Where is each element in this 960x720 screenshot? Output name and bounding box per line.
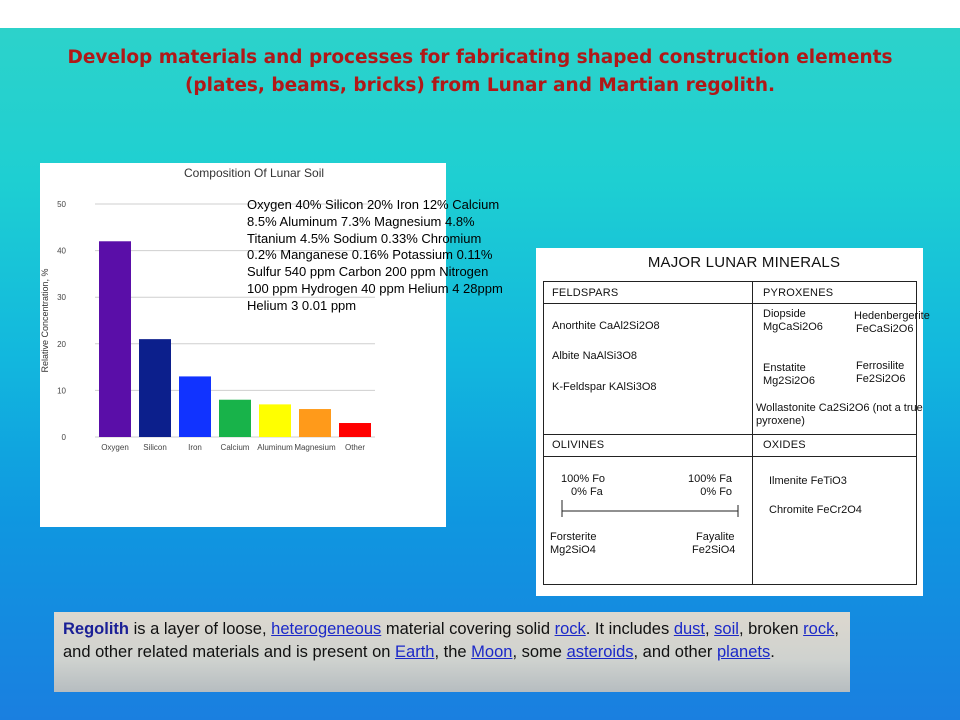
bar-magnesium — [299, 409, 331, 437]
pyroxene-wollastonite: Wollastonite Ca2Si2O6 (not a true pyroxe… — [756, 402, 923, 428]
regolith-text-1: is a layer of loose, — [129, 620, 272, 638]
diopside-name: Diopside — [763, 308, 806, 320]
bar-silicon — [139, 339, 171, 437]
link-earth[interactable]: Earth — [395, 643, 435, 661]
bar-oxygen — [99, 241, 131, 437]
pyroxenes-header: PYROXENES — [763, 287, 834, 299]
composition-text: Oxygen 40% Silicon 20% Iron 12% Calcium … — [247, 197, 503, 313]
x-label-aluminum: Aluminum — [257, 443, 293, 452]
bar-calcium — [219, 399, 251, 437]
slide-title-line2: (plates, beams, bricks) from Lunar and M… — [184, 75, 776, 96]
chart-title: Composition Of Lunar Soil — [184, 166, 324, 180]
chart-canvas: Composition Of Lunar Soil Relative Concen… — [40, 166, 375, 452]
bar-other — [339, 423, 371, 437]
fayalite-name: Fayalite — [696, 531, 735, 543]
link-moon[interactable]: Moon — [471, 643, 513, 661]
olivine-right-label: 100% Fa 0% Fo — [688, 473, 732, 499]
bar-aluminum — [259, 404, 291, 437]
minerals-table: FELDSPARS Anorthite CaAl2Si2O8 Albite Na… — [543, 281, 930, 585]
top-white-strip — [0, 0, 960, 28]
x-label-silicon: Silicon — [143, 443, 167, 452]
olivine-0-fa: 0% Fa — [571, 486, 603, 498]
olivine-forsterite: Forsterite Mg2SiO4 — [550, 531, 596, 557]
regolith-text-2: material covering solid — [381, 620, 555, 638]
regolith-definition-text: Regolith is a layer of loose, heterogene… — [63, 618, 847, 664]
enstatite-name: Enstatite — [763, 362, 806, 374]
regolith-text-9: , and other — [633, 643, 717, 661]
y-tick-20: 20 — [57, 340, 66, 349]
feldspars-header: FELDSPARS — [552, 287, 619, 299]
wollastonite-line2: pyroxene) — [756, 415, 805, 427]
feldspar-k-feldspar: K-Feldspar KAlSi3O8 — [552, 381, 657, 393]
regolith-text-6: , and other related materials and is pre… — [63, 620, 839, 661]
lunar-soil-chart: Composition Of Lunar Soil Relative Concen… — [40, 163, 503, 527]
olivine-100-fa: 100% Fa — [688, 473, 733, 485]
x-label-oxygen: Oxygen — [101, 443, 129, 452]
minerals-panel: MAJOR LUNAR MINERALS FELDSPARS Anorthite… — [536, 248, 930, 596]
link-heterogeneous[interactable]: heterogeneous — [271, 620, 382, 638]
x-label-calcium: Calcium — [221, 443, 250, 452]
pyroxene-enstatite: Enstatite Mg2Si2O6 — [763, 362, 815, 388]
pyroxene-diopside: Diopside MgCaSi2O6 — [763, 308, 823, 334]
enstatite-formula: Mg2Si2O6 — [763, 375, 815, 387]
olivine-left-label: 100% Fo 0% Fa — [561, 473, 605, 499]
olivines-header: OLIVINES — [552, 439, 605, 451]
bar-iron — [179, 376, 211, 437]
oxide-chromite: Chromite FeCr2O4 — [769, 504, 862, 516]
olivine-fayalite: Fayalite Fe2SiO4 — [692, 531, 735, 557]
header-divider-bottom — [544, 456, 916, 457]
forsterite-formula: Mg2SiO4 — [550, 544, 596, 556]
link-planets[interactable]: planets — [717, 643, 771, 661]
y-tick-10: 10 — [57, 386, 66, 395]
olivine-100-fo: 100% Fo — [561, 473, 606, 485]
link-soil[interactable]: soil — [714, 620, 739, 638]
diopside-formula: MgCaSi2O6 — [763, 321, 823, 333]
feldspar-anorthite: Anorthite CaAl2Si2O8 — [552, 320, 660, 332]
regolith-text-5: , broken — [738, 620, 804, 638]
minerals-heading: MAJOR LUNAR MINERALS — [647, 254, 841, 271]
x-label-magnesium: Magnesium — [294, 443, 336, 452]
hedenbergerite-name: Hedenbergerite — [854, 310, 930, 322]
regolith-term: Regolith — [63, 620, 129, 638]
link-dust[interactable]: dust — [673, 620, 705, 638]
regolith-text-4: , — [705, 620, 715, 638]
y-tick-40: 40 — [57, 247, 66, 256]
regolith-text-7: , the — [434, 643, 472, 661]
regolith-definition-box: Regolith is a layer of loose, heterogene… — [54, 612, 850, 692]
link-asteroids[interactable]: asteroids — [566, 643, 634, 661]
x-label-other: Other — [345, 443, 365, 452]
y-axis-label: Relative Concentration, % — [40, 268, 50, 372]
regolith-text-10: . — [770, 643, 775, 661]
ferrosilite-formula: Fe2Si2O6 — [856, 373, 906, 385]
olivine-scale-line — [561, 500, 739, 517]
oxides-header: OXIDES — [763, 439, 806, 451]
slide-title-line1: Develop materials and processes for fabr… — [67, 47, 893, 68]
y-tick-50: 50 — [57, 200, 66, 209]
ferrosilite-name: Ferrosilite — [856, 360, 905, 372]
feldspar-albite: Albite NaAlSi3O8 — [552, 350, 637, 362]
regolith-text-3: . It includes — [585, 620, 674, 638]
link-rock[interactable]: rock — [554, 620, 586, 638]
regolith-text-8: , some — [512, 643, 567, 661]
olivine-0-fo: 0% Fo — [700, 486, 733, 498]
section-divider — [544, 434, 916, 435]
link-rock-2[interactable]: rock — [803, 620, 835, 638]
oxide-ilmenite: Ilmenite FeTiO3 — [769, 475, 847, 487]
header-divider-top — [544, 303, 916, 304]
slide-title: Develop materials and processes for fabr… — [40, 44, 920, 100]
fayalite-formula: Fe2SiO4 — [692, 544, 736, 556]
forsterite-name: Forsterite — [550, 531, 597, 543]
y-tick-0: 0 — [62, 433, 67, 442]
pyroxene-hedenbergerite: Hedenbergerite FeCaSi2O6 — [854, 310, 930, 336]
column-divider — [752, 282, 753, 584]
pyroxene-ferrosilite: Ferrosilite Fe2Si2O6 — [856, 360, 906, 386]
hedenbergerite-formula: FeCaSi2O6 — [856, 323, 914, 335]
x-label-iron: Iron — [188, 443, 202, 452]
wollastonite-line1: Wollastonite Ca2Si2O6 (not a true — [756, 402, 923, 414]
y-tick-30: 30 — [57, 293, 66, 302]
